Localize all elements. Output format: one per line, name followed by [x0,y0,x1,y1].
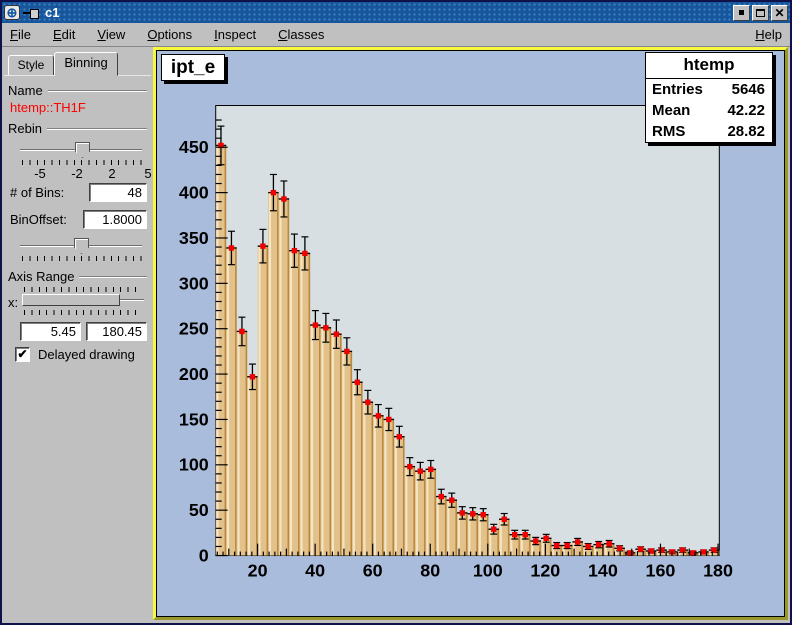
delayed-drawing-row: ✔ Delayed drawing [15,347,135,362]
menu-item-classes[interactable]: Classes [278,27,325,42]
x-range-ticks-bottom [24,310,142,315]
rebin-slider-thumb[interactable] [75,142,90,158]
tab-binning[interactable]: Binning [54,52,118,76]
svg-text:100: 100 [179,455,209,475]
binoffset-input[interactable] [83,210,147,229]
canvas-area[interactable]: 0 50 100 150 200 250 300 350 400 450 20 40 60 80 100 12… [153,47,788,620]
axis-range-group-label: Axis Range [8,269,75,284]
binning-editor-panel: Style Binning Name htemp::TH1F Rebin -5-… [2,47,153,623]
x-range-slider[interactable] [22,293,144,307]
minimize-icon [739,10,744,15]
tab-style[interactable]: Style [8,55,54,76]
pin-icon [23,8,39,19]
binoffset-slider-ticks [22,256,142,261]
delayed-drawing-checkbox[interactable]: ✔ [15,347,30,362]
x-range-slider-bar[interactable] [22,294,120,306]
svg-text:60: 60 [363,560,383,580]
svg-text:250: 250 [179,319,209,339]
rebin-slider-tick-label: -5 [34,166,46,181]
binoffset-field-row: BinOffset: [10,210,147,229]
binoffset-slider[interactable] [20,237,142,255]
svg-text:160: 160 [646,560,676,580]
canvas-pad[interactable]: 0 50 100 150 200 250 300 350 400 450 20 40 60 80 100 12… [156,50,785,617]
maximize-icon [756,8,765,17]
svg-text:450: 450 [179,137,209,157]
bins-input[interactable] [89,183,147,202]
axis-min-input[interactable] [20,322,81,341]
svg-text:140: 140 [588,560,618,580]
titlebar[interactable]: ⊕ c1 ✕ [2,2,790,23]
svg-text:50: 50 [189,500,209,520]
rebin-slider-tick-label: -2 [71,166,83,181]
binoffset-slider-thumb[interactable] [74,238,89,254]
svg-text:300: 300 [179,273,209,293]
rebin-slider[interactable] [20,141,142,159]
svg-text:150: 150 [179,409,209,429]
stats-box[interactable]: htemp Entries 5646 Mean 42.22 RMS 28.82 [645,52,773,143]
svg-text:0: 0 [199,546,209,566]
histogram-name-value: htemp::TH1F [10,100,86,115]
svg-text:200: 200 [179,364,209,384]
stats-row-rms: RMS 28.82 [652,123,765,140]
svg-text:120: 120 [530,560,560,580]
svg-text:180: 180 [703,560,733,580]
menu-item-edit[interactable]: Edit [52,27,76,42]
svg-text:20: 20 [248,560,268,580]
stats-row-entries: Entries 5646 [652,81,765,98]
rebin-slider-labels: -5 -2 2 5 [20,166,151,181]
stats-row-mean: Mean 42.22 [652,102,765,119]
svg-text:350: 350 [179,228,209,248]
svg-text:400: 400 [179,183,209,203]
minimize-button[interactable] [733,4,750,21]
rebin-slider-tick-label: 5 [144,166,152,181]
menubar: File Edit View Options Inspect Classes Help [2,23,790,47]
axis-max-input[interactable] [86,322,147,341]
x-range-ticks-top [24,287,142,292]
rebin-slider-ticks [22,160,142,165]
stats-rows: Entries 5646 Mean 42.22 RMS 28.82 [646,79,772,142]
maximize-button[interactable] [752,4,769,21]
rebin-slider-tick-label: 2 [108,166,116,181]
svg-text:100: 100 [473,560,503,580]
root-logo-icon: ⊕ [4,5,20,20]
delayed-drawing-label: Delayed drawing [38,347,135,362]
close-icon: ✕ [774,5,785,20]
axis-range-inputs [20,322,147,341]
menu-item-help[interactable]: Help [755,27,782,42]
menu-item-file[interactable]: File [10,27,31,42]
name-group-label: Name [8,83,43,98]
binoffset-field-label: BinOffset: [10,212,67,227]
menu-item-options[interactable]: Options [147,27,193,42]
stats-title: htemp [646,53,772,79]
menu-item-view[interactable]: View [97,27,126,42]
bins-field-label: # of Bins: [10,185,65,200]
window-title: c1 [45,5,60,20]
menu-item-inspect[interactable]: Inspect [214,27,257,42]
rebin-group-header: Rebin [8,121,147,136]
rebin-group-label: Rebin [8,121,42,136]
x-range-label: x: [8,295,19,310]
histogram-svg: 0 50 100 150 200 250 300 350 400 450 20 40 60 80 100 12… [179,105,733,580]
main-area: Style Binning Name htemp::TH1F Rebin -5-… [2,47,790,623]
svg-text:80: 80 [420,560,440,580]
bins-field-row: # of Bins: [10,183,147,202]
histogram-title-box[interactable]: ipt_e [161,54,225,81]
name-group-header: Name [8,83,147,98]
axis-range-group-header: Axis Range [8,269,147,284]
svg-text:40: 40 [305,560,325,580]
close-button[interactable]: ✕ [771,4,788,21]
